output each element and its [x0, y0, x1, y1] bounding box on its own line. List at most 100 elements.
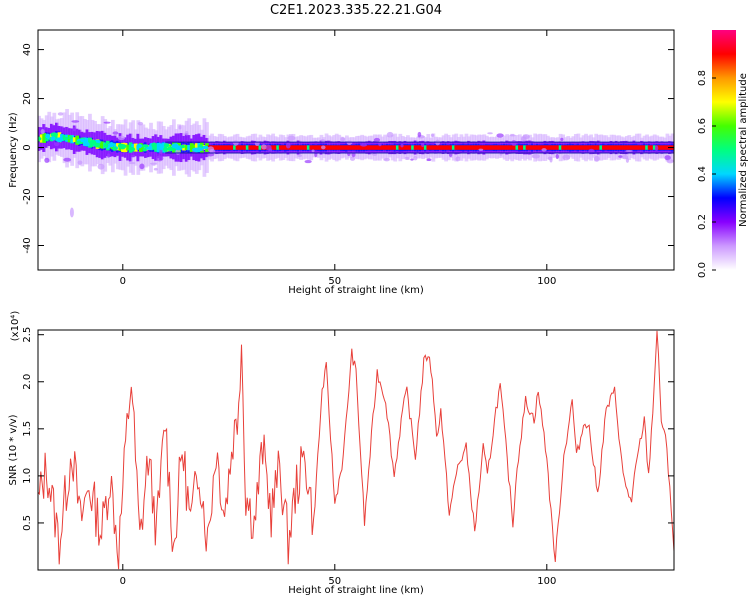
spectrogram-cell	[39, 134, 44, 143]
spectrogram-speck	[455, 156, 461, 162]
spectrogram-speck	[159, 149, 163, 155]
spectrogram-cell	[347, 145, 352, 150]
spectrogram-cell	[614, 145, 619, 150]
spectrogram-peak	[38, 136, 42, 141]
spectrogram-speck	[410, 158, 414, 161]
spectrogram-cell	[431, 145, 436, 150]
spectrogram-peak	[63, 136, 69, 141]
spectrogram-cell	[423, 145, 428, 150]
spectrogram-cell	[250, 145, 255, 150]
spectrogram-speck	[97, 163, 105, 170]
spectrogram-cell	[230, 145, 235, 150]
spectrogram-speck	[593, 155, 600, 162]
spectrogram-cell	[278, 145, 283, 150]
spectrogram-cell	[337, 145, 342, 150]
spectrogram-speck	[371, 152, 378, 156]
spectrogram-speck	[555, 154, 559, 160]
spectrogram-cell	[558, 145, 563, 150]
spectrogram-cell	[116, 143, 120, 151]
snr-x-tick-label: 0	[120, 576, 126, 587]
spectrogram-speck	[311, 149, 315, 153]
spectrogram-cell	[408, 145, 413, 150]
spectrogram-speck	[112, 131, 119, 135]
spectrogram-peak	[80, 138, 85, 143]
spectrogram-cell	[334, 145, 339, 150]
spectrogram-cell	[238, 145, 242, 150]
spectrogram-speck	[155, 155, 164, 162]
spectrogram-x-tick-label: 50	[328, 276, 341, 287]
spectrogram-cell	[467, 145, 471, 150]
spectrogram-speck	[618, 155, 623, 158]
spectrogram-cell	[228, 145, 232, 150]
spectrogram-speck	[340, 137, 346, 142]
colorbar-tick-label: 0.0	[697, 262, 708, 278]
spectrogram-cell	[505, 145, 510, 150]
snr-x-axis-label: Height of straight line (km)	[288, 585, 424, 596]
spectrogram-speck	[413, 156, 418, 161]
colorbar-ticks: 0.0 0.2 0.4 0.6 0.8	[697, 70, 716, 278]
spectrogram-peak	[180, 144, 185, 149]
spectrogram-cell	[225, 145, 230, 150]
spectrogram-cell	[665, 145, 670, 150]
spectrogram-y-ticks: -40 -20 0 20 40	[22, 43, 674, 254]
spectrogram-peak	[142, 147, 147, 152]
spectrogram-speck	[254, 140, 260, 146]
spectrogram-speck	[71, 120, 80, 123]
spectrogram-cell	[253, 145, 258, 150]
spectrogram-speck	[53, 141, 60, 147]
spectrogram-cell	[571, 145, 576, 150]
spectrogram-cell	[406, 145, 410, 150]
spectrogram-cell	[421, 145, 426, 150]
spectrogram-peak	[157, 146, 165, 150]
spectrogram-cell	[579, 145, 583, 150]
spectrogram-peak	[163, 147, 169, 152]
spectrogram-cell	[385, 145, 390, 150]
spectrogram-cell	[566, 145, 571, 150]
spectrogram-speck	[360, 143, 368, 147]
spectrogram-speck	[117, 135, 125, 141]
spectrogram-cell	[446, 145, 451, 150]
spectrogram-peak	[50, 136, 56, 141]
spectrogram-cell	[546, 145, 550, 150]
spectrogram-cell	[538, 145, 543, 150]
spectrogram-speck	[149, 162, 157, 165]
spectrogram-speck	[178, 125, 182, 130]
spectrogram-cell	[507, 145, 512, 150]
spectrogram-y-axis-label: Frequency (Hz)	[8, 112, 19, 188]
spectrogram-speck	[128, 161, 136, 165]
spectrogram-x-tick-label: 0	[120, 276, 126, 287]
spectrogram-cell	[647, 145, 652, 150]
spectrogram-cell	[189, 143, 194, 152]
spectrogram-speck	[44, 157, 50, 163]
spectrogram-speck	[666, 159, 674, 164]
spectrogram-cell	[100, 141, 105, 149]
spectrogram-cell	[426, 145, 431, 150]
spectrogram-speck	[487, 132, 493, 135]
spectrogram-cell	[82, 137, 87, 146]
spectrogram-cell	[500, 145, 504, 150]
spectrogram-peak	[151, 142, 157, 148]
spectrogram-cell	[70, 135, 75, 144]
spectrogram-cell	[345, 145, 349, 150]
spectrogram-cell	[222, 145, 227, 150]
spectrogram-cell	[240, 145, 245, 150]
spectrogram-cell	[350, 145, 354, 150]
spectrogram-cell	[568, 145, 573, 150]
spectrogram-cell	[362, 145, 367, 150]
spectrogram-cell	[327, 145, 331, 150]
spectrogram-cell	[324, 145, 329, 150]
spectrogram-speck	[378, 142, 382, 147]
spectrogram-speck	[509, 134, 516, 137]
spectrogram-cell	[365, 145, 370, 150]
spectrogram-cell	[342, 145, 347, 150]
spectrogram-cell	[642, 145, 647, 150]
spectrogram-speck	[532, 153, 540, 159]
spectrogram-speck	[373, 137, 381, 143]
spectrogram-speck	[430, 133, 435, 137]
spectrogram-cell	[380, 145, 385, 150]
spectrogram-speck	[560, 137, 564, 141]
spectrogram-speck	[40, 129, 45, 135]
spectrogram-cell	[652, 145, 657, 150]
colorbar-label: Normalized spectral amplitude	[738, 73, 749, 227]
